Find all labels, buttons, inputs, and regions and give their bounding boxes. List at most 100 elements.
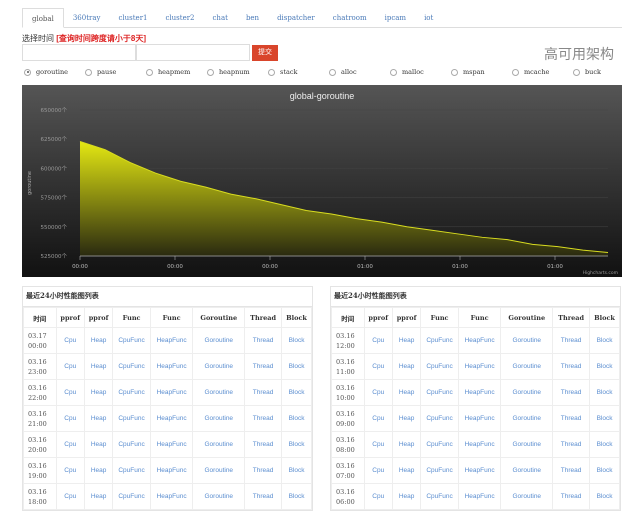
end-time-input[interactable]	[136, 44, 250, 61]
link-heapfunc[interactable]: HeapFunc	[149, 379, 194, 406]
link-thread[interactable]: Thread	[552, 353, 591, 380]
link-cpufunc[interactable]: CpuFunc	[112, 327, 151, 354]
link-heap[interactable]: Heap	[83, 327, 114, 354]
link-cpufunc[interactable]: CpuFunc	[420, 431, 459, 458]
link-thread[interactable]: Thread	[552, 483, 591, 510]
link-heap[interactable]: Heap	[391, 405, 422, 432]
radio-pause[interactable]: pause	[85, 68, 146, 76]
link-block[interactable]: Block	[589, 353, 620, 380]
link-heapfunc[interactable]: HeapFunc	[149, 405, 194, 432]
link-cpufunc[interactable]: CpuFunc	[420, 457, 459, 484]
link-cpufunc[interactable]: CpuFunc	[112, 483, 151, 510]
radio-heapnum[interactable]: heapnum	[207, 68, 268, 76]
link-goroutine[interactable]: Goroutine	[500, 353, 554, 380]
radio-stack[interactable]: stack	[268, 68, 329, 76]
link-heap[interactable]: Heap	[391, 483, 422, 510]
link-cpu[interactable]: Cpu	[55, 405, 85, 432]
link-block[interactable]: Block	[589, 483, 620, 510]
link-heapfunc[interactable]: HeapFunc	[457, 353, 502, 380]
link-goroutine[interactable]: Goroutine	[192, 327, 246, 354]
link-heap[interactable]: Heap	[391, 379, 422, 406]
link-heapfunc[interactable]: HeapFunc	[149, 353, 194, 380]
link-heap[interactable]: Heap	[83, 353, 114, 380]
link-goroutine[interactable]: Goroutine	[500, 405, 554, 432]
link-cpufunc[interactable]: CpuFunc	[112, 379, 151, 406]
link-cpufunc[interactable]: CpuFunc	[420, 405, 459, 432]
link-goroutine[interactable]: Goroutine	[500, 431, 554, 458]
link-cpufunc[interactable]: CpuFunc	[420, 327, 459, 354]
link-thread[interactable]: Thread	[244, 353, 283, 380]
link-goroutine[interactable]: Goroutine	[500, 457, 554, 484]
link-thread[interactable]: Thread	[244, 483, 283, 510]
link-goroutine[interactable]: Goroutine	[192, 431, 246, 458]
link-cpufunc[interactable]: CpuFunc	[420, 379, 459, 406]
link-cpu[interactable]: Cpu	[363, 457, 393, 484]
link-heapfunc[interactable]: HeapFunc	[149, 431, 194, 458]
link-block[interactable]: Block	[281, 483, 312, 510]
radio-mspan[interactable]: mspan	[451, 68, 512, 76]
chart-credits[interactable]: Highcharts.com	[583, 270, 618, 276]
link-cpu[interactable]: Cpu	[55, 431, 85, 458]
radio-goroutine[interactable]: goroutine	[24, 68, 85, 76]
link-heap[interactable]: Heap	[83, 431, 114, 458]
link-thread[interactable]: Thread	[244, 457, 283, 484]
link-cpufunc[interactable]: CpuFunc	[112, 431, 151, 458]
link-cpu[interactable]: Cpu	[55, 353, 85, 380]
link-cpu[interactable]: Cpu	[363, 327, 393, 354]
radio-buck[interactable]: buck	[573, 68, 626, 76]
link-heap[interactable]: Heap	[391, 327, 422, 354]
link-cpu[interactable]: Cpu	[363, 379, 393, 406]
link-cpufunc[interactable]: CpuFunc	[112, 353, 151, 380]
link-goroutine[interactable]: Goroutine	[192, 457, 246, 484]
link-heap[interactable]: Heap	[83, 483, 114, 510]
link-heap[interactable]: Heap	[391, 431, 422, 458]
link-heapfunc[interactable]: HeapFunc	[149, 483, 194, 510]
link-thread[interactable]: Thread	[552, 457, 591, 484]
link-block[interactable]: Block	[589, 327, 620, 354]
link-block[interactable]: Block	[589, 379, 620, 406]
link-thread[interactable]: Thread	[244, 379, 283, 406]
link-cpu[interactable]: Cpu	[363, 483, 393, 510]
link-cpufunc[interactable]: CpuFunc	[420, 483, 459, 510]
link-block[interactable]: Block	[589, 405, 620, 432]
link-cpu[interactable]: Cpu	[55, 379, 85, 406]
link-block[interactable]: Block	[589, 431, 620, 458]
radio-malloc[interactable]: malloc	[390, 68, 451, 76]
tab-chat[interactable]: chat	[212, 14, 228, 22]
link-block[interactable]: Block	[281, 457, 312, 484]
link-thread[interactable]: Thread	[244, 431, 283, 458]
tab-iot[interactable]: iot	[424, 14, 434, 22]
tab-ipcam[interactable]: ipcam	[384, 14, 407, 22]
link-cpu[interactable]: Cpu	[363, 405, 393, 432]
radio-mcache[interactable]: mcache	[512, 68, 573, 76]
link-heapfunc[interactable]: HeapFunc	[457, 483, 502, 510]
link-thread[interactable]: Thread	[552, 379, 591, 406]
link-thread[interactable]: Thread	[552, 431, 591, 458]
link-heapfunc[interactable]: HeapFunc	[457, 379, 502, 406]
link-thread[interactable]: Thread	[244, 327, 283, 354]
radio-alloc[interactable]: alloc	[329, 68, 390, 76]
tab-cluster2[interactable]: cluster2	[165, 14, 195, 22]
link-heap[interactable]: Heap	[83, 379, 114, 406]
link-heap[interactable]: Heap	[391, 353, 422, 380]
link-cpufunc[interactable]: CpuFunc	[112, 457, 151, 484]
link-heap[interactable]: Heap	[83, 405, 114, 432]
link-goroutine[interactable]: Goroutine	[192, 353, 246, 380]
link-heapfunc[interactable]: HeapFunc	[457, 405, 502, 432]
radio-heapmem[interactable]: heapmem	[146, 68, 207, 76]
link-cpu[interactable]: Cpu	[363, 431, 393, 458]
link-goroutine[interactable]: Goroutine	[192, 483, 246, 510]
tab-chatroom[interactable]: chatroom	[332, 14, 367, 22]
link-thread[interactable]: Thread	[244, 405, 283, 432]
link-heap[interactable]: Heap	[83, 457, 114, 484]
link-block[interactable]: Block	[281, 327, 312, 354]
link-block[interactable]: Block	[281, 431, 312, 458]
link-thread[interactable]: Thread	[552, 327, 591, 354]
link-block[interactable]: Block	[281, 405, 312, 432]
link-heapfunc[interactable]: HeapFunc	[457, 327, 502, 354]
tab-360tray[interactable]: 360tray	[72, 14, 101, 22]
link-cpu[interactable]: Cpu	[55, 327, 85, 354]
link-block[interactable]: Block	[281, 353, 312, 380]
link-heapfunc[interactable]: HeapFunc	[149, 327, 194, 354]
tab-ben[interactable]: ben	[245, 14, 260, 22]
